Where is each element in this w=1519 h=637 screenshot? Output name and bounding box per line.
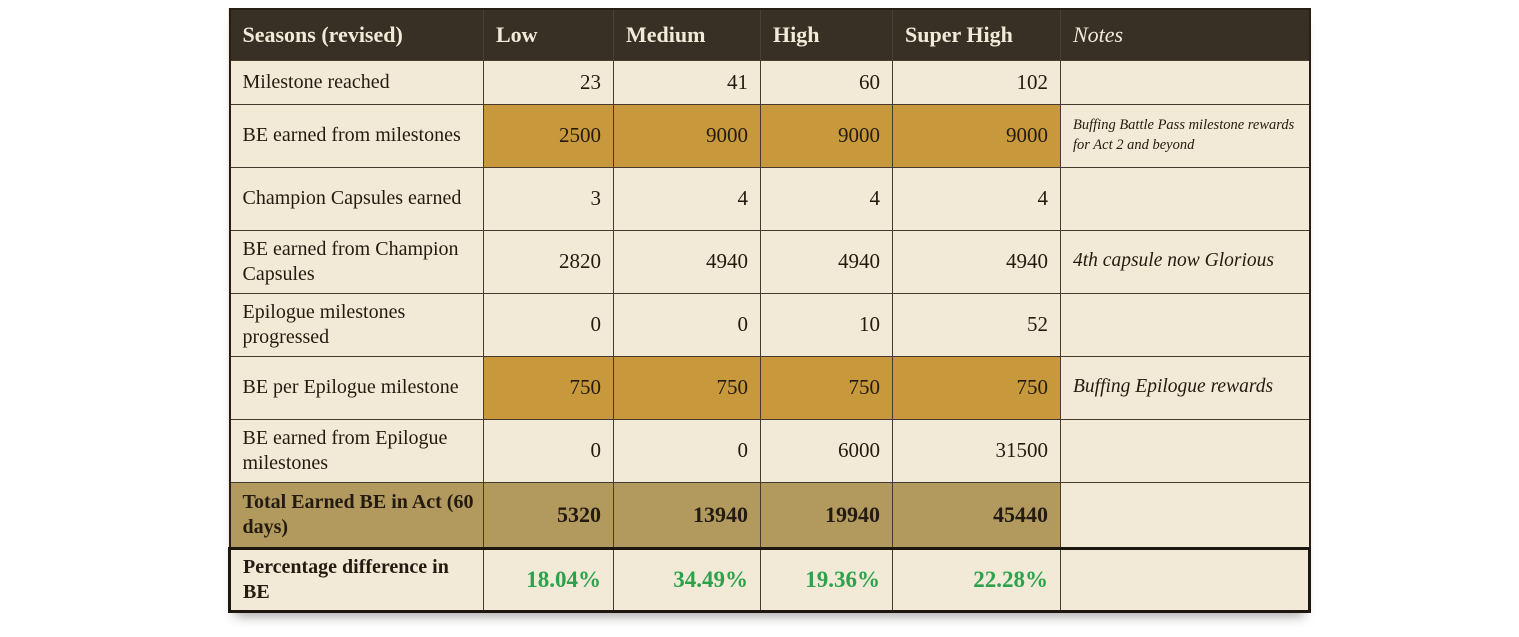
value-cell-medium: 0 (613, 418, 761, 483)
value-cell-high: 19940 (760, 481, 893, 549)
row-label: BE earned from milestones (229, 103, 484, 168)
value-cell-low: 0 (483, 418, 614, 483)
value-cell-medium: 0 (613, 292, 761, 357)
note-cell: Buffing Epilogue rewards (1060, 355, 1310, 420)
value-cell-medium: 13940 (613, 481, 761, 549)
value-cell-low: 5320 (483, 481, 614, 549)
value-cell-super-high: 750 (892, 355, 1061, 420)
seasons-table: Seasons (revised) Low Medium High Super … (228, 8, 1311, 613)
note-cell: Buffing Battle Pass milestone rewards fo… (1060, 103, 1310, 168)
table-row-champion-capsules: Champion Capsules earned 3 4 4 4 (229, 166, 1310, 231)
note-cell (1060, 418, 1310, 483)
value-cell-medium: 9000 (613, 103, 761, 168)
row-label: BE earned from Epilogue milestones (229, 418, 484, 483)
value-cell-super-high: 4940 (892, 229, 1061, 294)
table-row-percentage-difference: Percentage difference in BE 18.04% 34.49… (228, 546, 1311, 613)
value-cell-super-high: 31500 (892, 418, 1061, 483)
value-cell-high: 10 (760, 292, 893, 357)
table-row-be-per-epilogue: BE per Epilogue milestone 750 750 750 75… (229, 355, 1310, 420)
value-cell-high: 750 (760, 355, 893, 420)
table-row-epilogue-milestones: Epilogue milestones progressed 0 0 10 52 (229, 292, 1310, 357)
value-cell-medium: 4 (613, 166, 761, 231)
value-cell-super-high: 102 (892, 59, 1061, 105)
value-cell-low: 750 (483, 355, 614, 420)
value-cell-low: 3 (483, 166, 614, 231)
value-cell-high: 4 (760, 166, 893, 231)
header-high: High (760, 8, 893, 61)
value-cell-medium: 4940 (613, 229, 761, 294)
value-cell-super-high: 52 (892, 292, 1061, 357)
value-cell-medium: 41 (613, 59, 761, 105)
header-row: Seasons (revised) Low Medium High Super … (229, 8, 1310, 61)
value-cell-medium: 750 (613, 355, 761, 420)
note-cell (1060, 546, 1311, 613)
note-cell (1060, 166, 1310, 231)
value-cell-high: 19.36% (760, 546, 893, 613)
be-earnings-table-container: Seasons (revised) Low Medium High Super … (228, 8, 1311, 613)
value-cell-low: 0 (483, 292, 614, 357)
value-cell-super-high: 9000 (892, 103, 1061, 168)
note-cell (1060, 59, 1310, 105)
header-low: Low (483, 8, 614, 61)
value-cell-medium: 34.49% (613, 546, 761, 613)
table-row-milestone-reached: Milestone reached 23 41 60 102 (229, 59, 1310, 105)
table-row-be-from-capsules: BE earned from Champion Capsules 2820 49… (229, 229, 1310, 294)
table-row-total: Total Earned BE in Act (60 days) 5320 13… (229, 481, 1310, 549)
row-label: Total Earned BE in Act (60 days) (229, 481, 484, 549)
value-cell-high: 4940 (760, 229, 893, 294)
value-cell-super-high: 45440 (892, 481, 1061, 549)
table-row-be-from-milestones: BE earned from milestones 2500 9000 9000… (229, 103, 1310, 168)
header-seasons: Seasons (revised) (229, 8, 484, 61)
row-label: Epilogue milestones progressed (229, 292, 484, 357)
row-label: BE earned from Champion Capsules (229, 229, 484, 294)
header-notes: Notes (1060, 8, 1310, 61)
row-label: Champion Capsules earned (229, 166, 484, 231)
note-cell (1060, 292, 1310, 357)
row-label: BE per Epilogue milestone (229, 355, 484, 420)
value-cell-low: 2500 (483, 103, 614, 168)
value-cell-super-high: 4 (892, 166, 1061, 231)
value-cell-high: 6000 (760, 418, 893, 483)
header-super-high: Super High (892, 8, 1061, 61)
header-medium: Medium (613, 8, 761, 61)
value-cell-high: 60 (760, 59, 893, 105)
note-cell: 4th capsule now Glorious (1060, 229, 1310, 294)
value-cell-super-high: 22.28% (892, 546, 1061, 613)
row-label: Milestone reached (229, 59, 484, 105)
value-cell-low: 2820 (483, 229, 614, 294)
table-row-be-from-epilogue: BE earned from Epilogue milestones 0 0 6… (229, 418, 1310, 483)
value-cell-low: 18.04% (483, 546, 614, 613)
value-cell-low: 23 (483, 59, 614, 105)
value-cell-high: 9000 (760, 103, 893, 168)
note-cell (1060, 481, 1310, 549)
row-label: Percentage difference in BE (228, 546, 484, 613)
